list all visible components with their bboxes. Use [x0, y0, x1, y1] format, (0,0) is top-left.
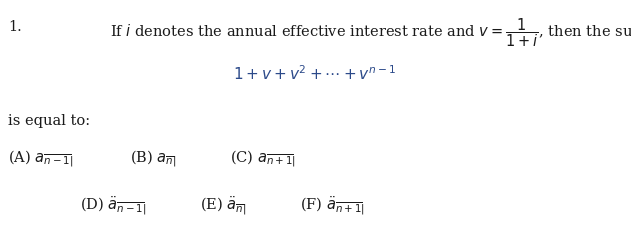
- Text: is equal to:: is equal to:: [8, 114, 90, 128]
- Text: If $i$ denotes the annual effective interest rate and $v = \dfrac{1}{1+i}$, then: If $i$ denotes the annual effective inte…: [110, 16, 631, 49]
- Text: (C) $a_{\overline{n+1}|}$: (C) $a_{\overline{n+1}|}$: [230, 148, 296, 169]
- Text: (A) $a_{\overline{n-1}|}$: (A) $a_{\overline{n-1}|}$: [8, 148, 73, 169]
- Text: (F) $\ddot{a}_{\overline{n+1}|}$: (F) $\ddot{a}_{\overline{n+1}|}$: [300, 194, 365, 217]
- Text: (E) $\ddot{a}_{\overline{n}|}$: (E) $\ddot{a}_{\overline{n}|}$: [200, 194, 247, 217]
- Text: 1.: 1.: [8, 20, 21, 34]
- Text: (D) $\ddot{a}_{\overline{n-1}|}$: (D) $\ddot{a}_{\overline{n-1}|}$: [80, 194, 146, 217]
- Text: (B) $a_{\overline{n}|}$: (B) $a_{\overline{n}|}$: [130, 148, 177, 169]
- Text: $1 + v + v^2 + \cdots + v^{n-1}$: $1 + v + v^2 + \cdots + v^{n-1}$: [233, 64, 397, 83]
